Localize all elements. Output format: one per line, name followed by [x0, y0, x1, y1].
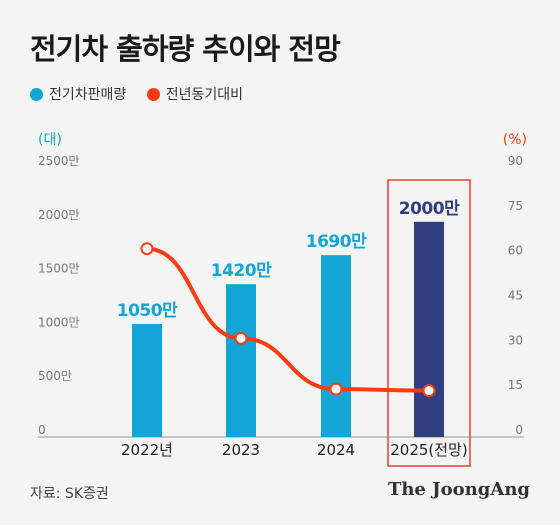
left-axis-title: (대): [38, 132, 62, 148]
bar: [226, 284, 256, 437]
left-tick-label: 500만: [38, 369, 72, 383]
right-tick-label: 45: [508, 289, 523, 303]
legend-item-sales: 전기차판매량: [30, 84, 126, 104]
category-label: 2022년: [121, 441, 173, 459]
bar-value-label: 1050만: [117, 301, 178, 321]
right-axis-title: (%): [503, 132, 527, 148]
bar-value-label: 1420만: [211, 261, 272, 281]
yoy-point: [140, 242, 154, 256]
left-tick-label: 1500만: [38, 262, 80, 276]
right-tick-label: 60: [508, 244, 523, 258]
legend-line-label: 전년동기대비: [165, 87, 244, 103]
right-tick-label: 0: [515, 423, 523, 437]
bar: [321, 255, 351, 437]
yoy-line: [145, 246, 431, 393]
right-tick-label: 30: [508, 333, 523, 347]
bar-value-label: 2000만: [399, 199, 460, 219]
source-note: 자료: SK증권: [30, 486, 109, 502]
category-label: 2023: [222, 441, 260, 459]
left-tick-label: 2500만: [38, 154, 80, 168]
bar-value-label: 1690만: [306, 232, 367, 252]
legend-bar-swatch: [30, 87, 43, 101]
bar: [414, 221, 444, 437]
legend-line-swatch: [146, 87, 160, 101]
yoy-point: [329, 382, 343, 396]
chart-title: 전기차 출하량 추이와 전망: [30, 32, 341, 66]
legend: 전기차판매량 전년동기대비: [30, 84, 259, 105]
right-tick-label: 15: [508, 378, 523, 392]
left-tick-label: 0: [38, 423, 46, 437]
bar: [132, 324, 162, 437]
right-tick-label: 75: [508, 199, 523, 213]
left-tick-label: 1000만: [38, 315, 80, 329]
legend-item-yoy: 전년동기대비: [146, 84, 244, 104]
yoy-point: [422, 384, 436, 398]
publisher-logo: The JoongAng: [387, 479, 530, 500]
yoy-point: [234, 331, 248, 345]
category-label: 2024: [317, 441, 355, 459]
legend-bar-label: 전기차판매량: [49, 87, 127, 103]
category-label: 2025(전망): [390, 441, 467, 459]
right-tick-label: 90: [508, 154, 523, 168]
forecast-highlight-box: [387, 179, 471, 467]
left-tick-label: 2000만: [38, 208, 80, 222]
